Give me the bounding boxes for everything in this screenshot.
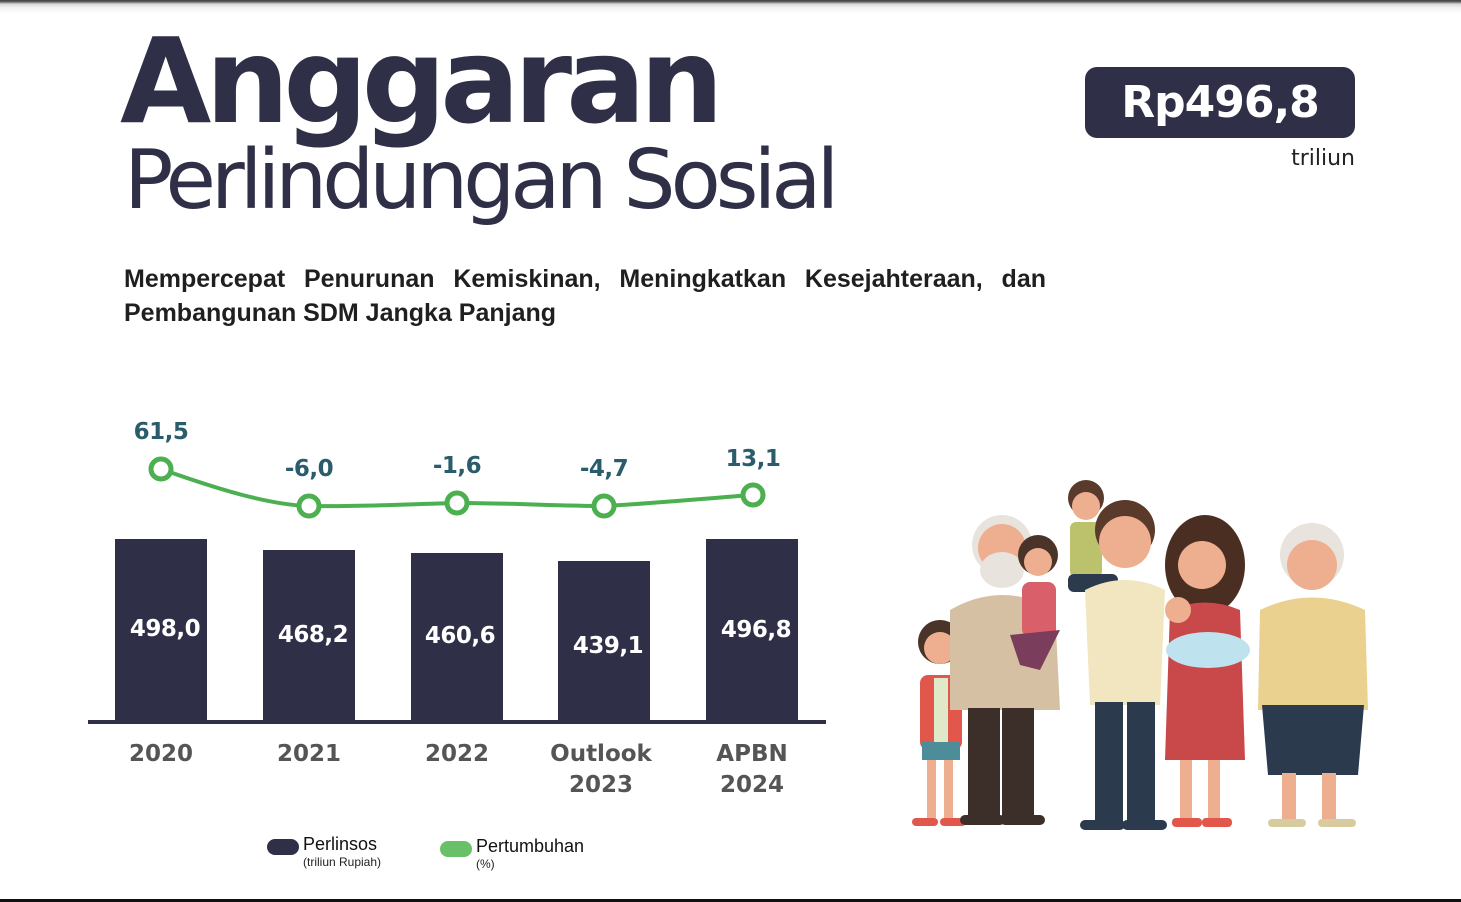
girl-figure-icon [912,620,966,826]
legend-unit: (%) [476,857,495,871]
top-border [0,0,1461,14]
mother-figure-icon [1165,515,1250,827]
bottom-border [0,899,1461,902]
growth-label: -6,0 [284,456,334,482]
growth-label: -4,7 [579,456,629,482]
bar-value: 439,1 [572,633,644,659]
growth-point [740,482,766,508]
legend-perlinsos: Perlinsos (triliun Rupiah) [267,833,381,869]
total-budget-badge: Rp496,8 [1085,67,1355,138]
category-line2: 2024 [719,772,784,798]
growth-point [148,456,174,482]
page-subtitle-heading: Perlindungan Sosial [124,133,839,228]
category-label: 2021 [239,739,379,770]
grandma-figure-icon [1258,523,1368,827]
tagline: Mempercepat Penurunan Kemiskinan, Mening… [124,265,1046,327]
growth-label: 61,5 [133,419,189,445]
bar-value: 468,2 [277,622,349,648]
small-girl-figure-icon [1010,535,1060,670]
bar-2020 [115,539,207,721]
total-budget-value: Rp496,8 [1121,77,1320,128]
category-line1: APBN [716,741,788,767]
legend-pertumbuhan: Pertumbuhan (%) [440,835,584,871]
growth-point [591,493,617,519]
legend-name: Perlinsos [303,834,378,854]
growth-point [444,490,470,516]
legend-unit: (triliun Rupiah) [303,855,382,869]
family-illustration [912,480,1368,830]
category-line1: 2020 [128,741,193,767]
growth-label: -1,6 [432,453,482,479]
bar-2021 [263,550,355,721]
bar-value: 460,6 [424,623,496,649]
total-budget-unit: triliun [1291,146,1355,171]
x-axis-line [88,720,826,724]
growth-point [296,493,322,519]
budget-chart: 61,5 -6,0 -1,6 -4,7 13,1 498,0 468,2 460… [88,419,826,871]
category-line1: Outlook [550,741,652,767]
category-line2: 2023 [568,772,633,798]
category-line1: 2021 [276,741,341,767]
category-label: Outlook 2023 [531,739,671,801]
category-line1: 2022 [424,741,489,767]
legend-swatch-bar [267,839,299,855]
boy-figure-icon [1068,480,1118,592]
category-label: 2020 [91,739,231,770]
growth-label: 13,1 [725,446,781,472]
page-title: Anggaran [120,12,724,150]
legend-name: Pertumbuhan [476,836,585,856]
bar-value: 498,0 [129,616,201,642]
bar-apbn-2024 [706,539,798,721]
legend-swatch-line [440,841,472,857]
category-label: APBN 2024 [682,739,822,801]
bar-outlook-2023 [558,561,650,721]
category-label: 2022 [387,739,527,770]
growth-line [148,456,766,519]
bar-value: 496,8 [720,617,792,643]
grandpa-figure-icon [950,515,1060,825]
father-figure-icon [1080,500,1167,830]
bar-2022 [411,553,503,721]
